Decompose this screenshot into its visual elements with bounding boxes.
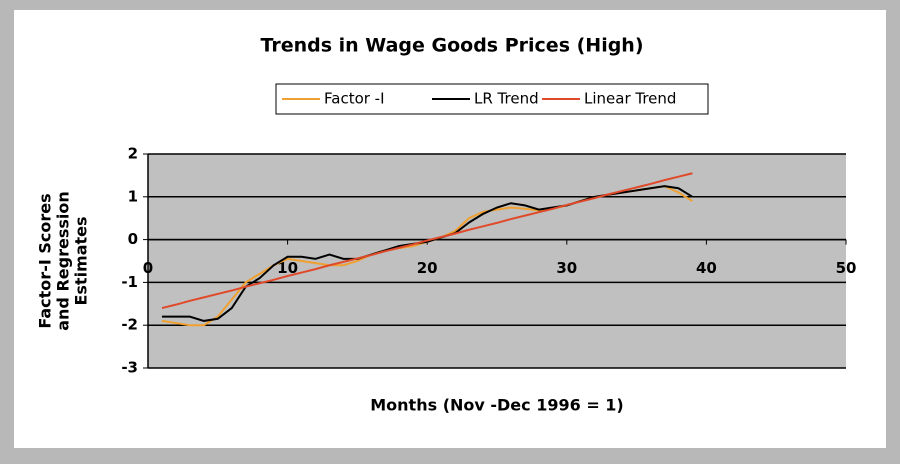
legend-items: Factor -I LR Trend Linear Trend [282,90,676,108]
x-tick-label: 0 [143,259,153,277]
y-tick-label: -3 [121,359,138,377]
x-tick-label: 50 [836,259,857,277]
y-axis-label: Factor-I Scores and Regression Estimates [36,191,91,331]
x-axis-label: Months (Nov -Dec 1996 = 1) [370,396,623,415]
plot-area [148,154,846,368]
y-tick-label: -2 [121,316,138,334]
y-tick-label: -1 [121,273,138,291]
y-tick-label: 2 [128,145,138,163]
y-tick-label: 0 [128,230,138,248]
y-axis-label-line: Factor-I Scores [36,193,55,328]
chart-title: Trends in Wage Goods Prices (High) [260,35,643,57]
x-tick-label: 10 [277,259,298,277]
legend [275,83,709,115]
y-tick-label: 1 [128,187,138,205]
x-tick-label: 30 [556,259,577,277]
series-line [161,172,693,310]
y-axis-label-line: and Regression [54,191,73,331]
x-tick-label: 20 [417,259,438,277]
legend-label: Linear Trend [584,90,676,108]
y-axis-label-line: Estimates [72,216,91,305]
legend-label: Factor -I [324,90,385,108]
legend-label: LR Trend [474,90,539,108]
x-tick-label: 40 [696,259,717,277]
